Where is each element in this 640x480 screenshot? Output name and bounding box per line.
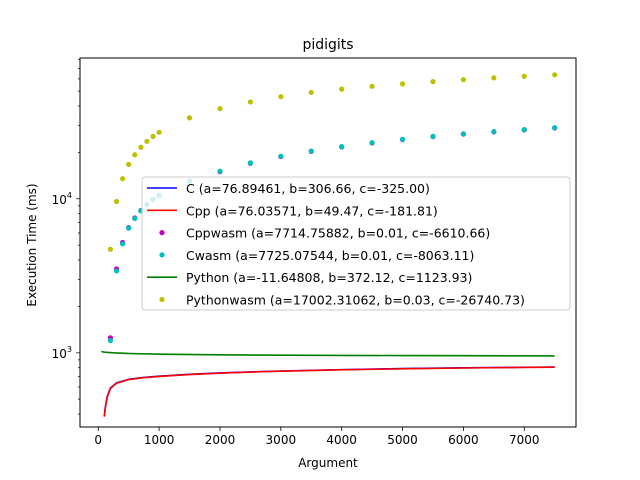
x-tick-label: 7000 xyxy=(509,433,540,447)
legend: C (a=76.89461, b=306.66, c=-325.00) Cpp (… xyxy=(141,176,571,311)
data-point xyxy=(308,89,314,96)
data-point xyxy=(126,225,132,231)
legend-marker-swatch xyxy=(159,296,165,303)
x-tick-label: 0 xyxy=(94,433,102,447)
data-point xyxy=(132,152,138,158)
data-point xyxy=(521,127,527,133)
data-point xyxy=(521,73,527,79)
series-4 xyxy=(101,350,555,357)
legend-label: C (a=76.89461, b=306.66, c=-325.00) xyxy=(186,181,430,196)
data-point xyxy=(126,161,132,168)
data-point xyxy=(491,128,497,135)
data-point xyxy=(186,115,193,121)
chart-title: pidigits xyxy=(302,37,353,53)
y-axis-ticks: 103 104 xyxy=(52,59,80,415)
y-tick-label: 104 xyxy=(52,191,72,207)
y-tick-label: 103 xyxy=(52,345,72,361)
data-point xyxy=(217,105,223,112)
data-point xyxy=(120,241,126,247)
legend-label: Cppwasm (a=7714.75882, b=0.01, c=-6610.6… xyxy=(186,226,490,241)
data-point xyxy=(399,81,406,87)
data-point xyxy=(399,136,406,142)
legend-label: Pythonwasm (a=17002.31062, b=0.03, c=-26… xyxy=(186,293,525,308)
series-0 xyxy=(103,366,555,416)
legend-label: Cwasm (a=7725.07544, b=0.01, c=-8063.11) xyxy=(186,248,474,263)
series-5 xyxy=(107,72,558,252)
data-point xyxy=(278,153,284,159)
data-point xyxy=(247,99,253,105)
data-point xyxy=(491,75,497,81)
x-tick-label: 4000 xyxy=(326,433,357,447)
data-point xyxy=(278,94,284,100)
data-point xyxy=(144,138,150,144)
x-tick-label: 6000 xyxy=(448,433,479,447)
x-tick-label: 2000 xyxy=(205,433,236,447)
legend-label: Python (a=-11.64808, b=372.12, c=1123.93… xyxy=(186,270,472,285)
data-point xyxy=(460,77,467,83)
legend-box xyxy=(141,176,571,311)
x-tick-label: 3000 xyxy=(266,433,297,447)
data-point xyxy=(113,198,120,205)
data-point xyxy=(107,338,114,344)
x-axis-label: Argument xyxy=(298,456,358,470)
data-point xyxy=(460,131,467,137)
data-point xyxy=(138,144,144,150)
x-tick-label: 1000 xyxy=(144,433,175,447)
legend-marker-swatch xyxy=(159,230,165,236)
data-point xyxy=(339,86,345,92)
data-point xyxy=(120,176,126,182)
legend-marker-swatch xyxy=(159,252,165,258)
data-point xyxy=(156,129,162,135)
series-1 xyxy=(103,366,555,417)
data-point xyxy=(552,125,558,131)
plot-frame xyxy=(79,57,577,428)
legend-label: Cpp (a=76.03571, b=49.47, c=-181.81) xyxy=(186,203,438,218)
data-point xyxy=(308,148,314,154)
data-point xyxy=(369,140,375,146)
series-line xyxy=(103,366,555,416)
data-point xyxy=(150,133,156,140)
data-point xyxy=(113,268,120,274)
data-point xyxy=(369,83,375,89)
x-tick-label: 5000 xyxy=(387,433,418,447)
data-point xyxy=(552,72,558,78)
x-axis-ticks: 0 1000 2000 3000 4000 5000 6000 7000 xyxy=(94,427,540,447)
data-point xyxy=(339,144,345,150)
data-point xyxy=(247,160,253,166)
series-line xyxy=(101,350,555,357)
data-point xyxy=(430,133,436,140)
data-point xyxy=(430,79,436,85)
data-point xyxy=(132,215,138,222)
series-line xyxy=(103,366,555,417)
y-axis-label: Execution Time (ms) xyxy=(25,183,39,306)
data-point xyxy=(217,168,223,174)
data-point xyxy=(107,246,114,252)
